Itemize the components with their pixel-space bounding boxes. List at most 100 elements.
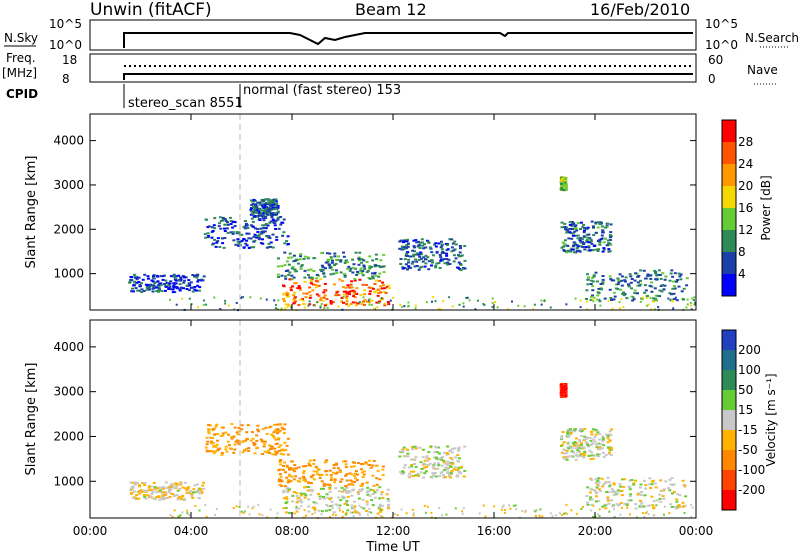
scatter-cell xyxy=(427,457,431,460)
scatter-cell xyxy=(639,483,643,486)
scatter-cell xyxy=(224,299,227,302)
scatter-cell xyxy=(415,265,419,267)
scatter-cell xyxy=(134,496,138,499)
scatter-cell xyxy=(601,505,605,508)
scatter-cell xyxy=(325,493,329,496)
scatter-cell xyxy=(155,290,159,293)
scatter-cell xyxy=(263,204,267,207)
scatter-cell xyxy=(588,249,592,252)
scatter-cell xyxy=(378,279,382,282)
scatter-cell xyxy=(566,244,570,247)
scatter-cell xyxy=(163,491,166,494)
scatter-cell xyxy=(289,286,293,289)
scatter-cell xyxy=(185,489,189,492)
colorbar-tick-label: 15 xyxy=(738,403,753,417)
scatter-cell xyxy=(565,512,567,515)
scatter-cell xyxy=(423,459,427,462)
scatter-cell xyxy=(157,288,161,291)
scatter-cell xyxy=(231,226,235,229)
scatter-cell xyxy=(636,281,640,284)
scatter-cell xyxy=(387,507,391,510)
scatter-cell xyxy=(646,511,648,513)
scatter-cell xyxy=(379,291,383,294)
scatter-cell xyxy=(590,478,594,481)
scatter-cell xyxy=(342,255,346,258)
scatter-cell xyxy=(261,428,265,431)
scatter-cell xyxy=(597,287,601,290)
scatter-cell xyxy=(342,290,346,293)
scatter-cell xyxy=(421,448,425,451)
scatter-cell xyxy=(329,256,333,259)
scatter-cell xyxy=(163,497,167,500)
scatter-cell xyxy=(255,206,259,209)
scatter-cell xyxy=(680,290,684,293)
scatter-cell xyxy=(427,451,431,454)
scatter-cell xyxy=(280,274,284,277)
scatter-cell xyxy=(331,301,335,304)
scatter-cell xyxy=(269,212,273,215)
scatter-cell xyxy=(450,470,454,472)
scatter-cell xyxy=(327,505,331,508)
scatter-cell xyxy=(447,462,451,465)
scatter-cell xyxy=(655,499,659,502)
scatter-cell xyxy=(414,465,418,468)
scatter-cell xyxy=(569,428,572,431)
scatter-cell xyxy=(425,301,428,304)
scatter-cell xyxy=(267,199,271,202)
scatter-cell xyxy=(595,280,599,283)
scatter-cell xyxy=(594,271,598,274)
scatter-cell xyxy=(196,274,200,277)
scatter-cell xyxy=(359,293,363,296)
scatter-cell xyxy=(614,493,618,496)
scatter-cell xyxy=(597,248,600,251)
scatter-cell xyxy=(610,299,614,301)
scatter-cell xyxy=(324,509,328,512)
scatter-cell xyxy=(669,483,673,486)
scatter-cell xyxy=(189,281,193,284)
scatter-cell xyxy=(320,480,324,483)
scatter-cell xyxy=(309,493,313,496)
scatter-cell xyxy=(678,494,682,497)
scatter-cell xyxy=(576,245,580,248)
scatter-cell xyxy=(212,445,216,448)
scatter-cell xyxy=(387,500,391,503)
scatter-cell xyxy=(567,445,571,448)
scatter-cell xyxy=(407,258,411,261)
scatter-cell xyxy=(358,251,362,254)
scatter-cell xyxy=(580,455,584,457)
scatter-cell xyxy=(217,225,221,228)
scatter-cell xyxy=(272,431,276,434)
scatter-cell xyxy=(285,476,289,479)
scatter-cell xyxy=(293,470,297,473)
scatter-cell xyxy=(357,257,361,260)
scatter-cell xyxy=(535,516,538,519)
scatter-cell xyxy=(549,306,552,309)
scatter-cell xyxy=(380,297,383,300)
scatter-cell xyxy=(348,293,351,296)
scatter-cell xyxy=(187,289,191,292)
scatter-cell xyxy=(379,509,382,511)
colorbar-segment xyxy=(722,330,736,351)
scatter-cell xyxy=(609,235,613,238)
scatter-cell xyxy=(627,499,631,502)
scatter-cell xyxy=(365,481,369,484)
scatter-cell xyxy=(607,248,611,251)
scatter-cell xyxy=(274,198,278,201)
scatter-cell xyxy=(409,266,413,269)
scatter-cell xyxy=(258,201,262,204)
scatter-cell xyxy=(260,232,264,235)
scatter-cell xyxy=(362,264,366,267)
scatter-cell xyxy=(193,484,197,487)
scatter-cell xyxy=(361,482,365,485)
scatter-cell xyxy=(334,514,337,517)
scatter-cell xyxy=(445,513,448,516)
scatter-cell xyxy=(251,210,255,212)
scatter-cell xyxy=(595,480,599,483)
scatter-cell xyxy=(566,249,570,252)
scatter-cell xyxy=(237,242,241,245)
scatter-cell xyxy=(403,267,407,269)
scatter-cell xyxy=(642,479,646,482)
scatter-cell xyxy=(652,297,656,300)
scatter-cell xyxy=(409,470,413,473)
scatter-cell xyxy=(626,506,629,509)
